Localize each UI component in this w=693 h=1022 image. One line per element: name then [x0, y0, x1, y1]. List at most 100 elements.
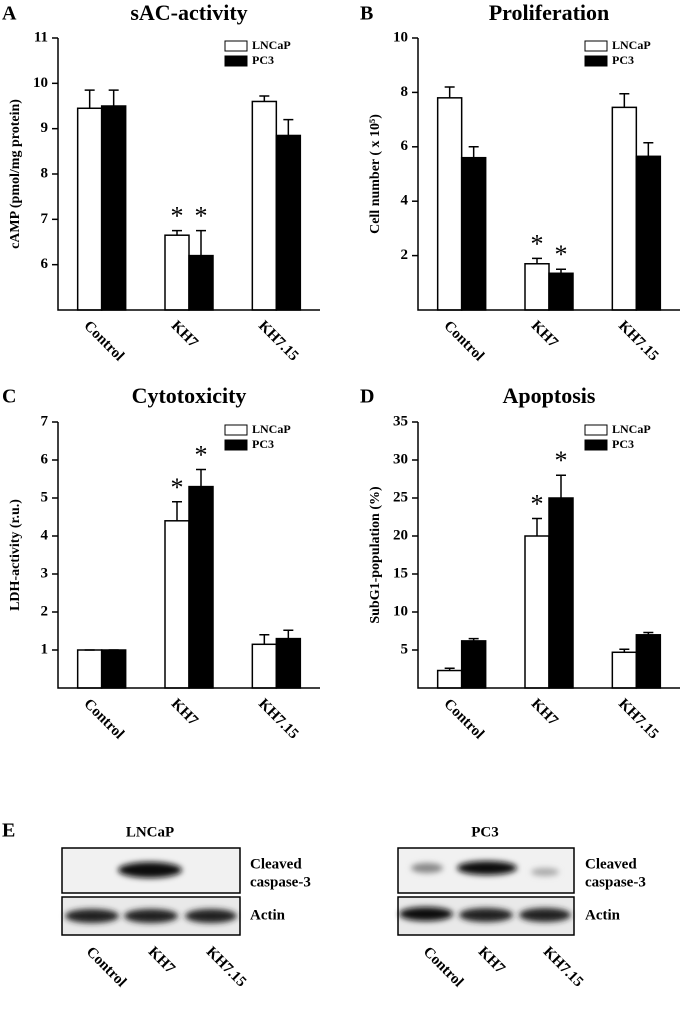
- panel-letter: E: [2, 820, 15, 842]
- chart-title: Cytotoxicity: [132, 383, 247, 408]
- bar: [611, 651, 638, 689]
- y-tick-label: 5: [41, 489, 49, 505]
- lane-label: KH7: [475, 944, 508, 977]
- chart: D Apoptosis SubG1-population (%) 5 10 15 20 25 3…: [360, 383, 680, 742]
- chart-title: sAC-activity: [130, 0, 247, 25]
- legend-label: LNCaP: [612, 422, 651, 436]
- annotation: *: [531, 489, 544, 518]
- error-bar: [619, 93, 630, 108]
- axis: [417, 422, 680, 689]
- band: [411, 863, 443, 873]
- y-tick-label: 5: [401, 641, 409, 657]
- x-tick-label: KH7: [168, 318, 201, 351]
- lane-label: KH7.15: [540, 944, 586, 990]
- y-tick-label: 3: [41, 565, 49, 581]
- x-tick-label: KH7: [528, 318, 561, 351]
- legend-label: PC3: [612, 437, 634, 451]
- bar: [635, 155, 662, 311]
- band: [457, 861, 517, 875]
- legend-swatch: [224, 40, 248, 52]
- y-tick-label: 10: [33, 75, 48, 91]
- error-bar: [619, 648, 630, 653]
- x-tick-label: Control: [440, 696, 486, 742]
- panel-letter: B: [360, 3, 373, 25]
- y-axis-label: SubG1-population (%): [368, 486, 383, 624]
- bar: [251, 100, 278, 311]
- y-tick-label: 4: [401, 193, 409, 209]
- x-tick-label: Control: [80, 318, 126, 364]
- lane-label: Control: [420, 944, 466, 990]
- error-bar: [468, 637, 479, 641]
- error-bar: [532, 517, 542, 536]
- band: [118, 862, 182, 878]
- band: [124, 909, 178, 923]
- x-tick-label: KH7.15: [255, 318, 301, 364]
- x-tick-label: Control: [80, 696, 126, 742]
- x-tick-label: KH7: [168, 696, 201, 729]
- x-tick-label: KH7.15: [255, 696, 301, 742]
- lane-label: Control: [83, 944, 129, 990]
- legend-label: LNCaP: [252, 422, 291, 436]
- legend-swatch: [224, 424, 248, 436]
- bar: [164, 234, 190, 311]
- y-tick-label: 15: [393, 565, 408, 581]
- axis: [57, 38, 320, 311]
- panel-letter: C: [2, 386, 16, 408]
- band-label: Actin: [250, 907, 286, 923]
- y-tick-label: 35: [393, 413, 408, 429]
- y-tick-label: 4: [41, 527, 49, 543]
- y-tick-label: 6: [41, 451, 49, 467]
- chart: B Proliferation Cell number ( x 10⁵) 2 4 6 8 10…: [360, 0, 680, 364]
- annotation: *: [171, 473, 184, 502]
- y-axis-label: cAMP (pmol/mg protein): [8, 99, 23, 249]
- x-tick-label: KH7: [528, 696, 561, 729]
- error-bar: [84, 89, 95, 109]
- axis: [417, 38, 680, 311]
- legend-swatch: [584, 424, 608, 436]
- error-bar: [643, 141, 654, 157]
- error-bar: [196, 229, 206, 256]
- legend-label: LNCaP: [612, 38, 651, 52]
- error-bar: [532, 257, 542, 264]
- error-bar: [556, 474, 566, 498]
- y-axis-label: LDH-activity (r.u.): [8, 499, 23, 611]
- y-tick-label: 25: [393, 489, 408, 505]
- error-bar: [468, 146, 479, 158]
- blot-panel: E LNCaP Cleaved caspase-3 Actin Control …: [2, 820, 646, 991]
- bar: [100, 649, 127, 689]
- chart-title: Proliferation: [489, 0, 610, 25]
- annotation: *: [171, 202, 184, 231]
- bar: [100, 105, 127, 311]
- legend-swatch: [224, 55, 248, 67]
- chart: C Cytotoxicity LDH-activity (r.u.) 1 2 3 4 5 6 7 C…: [2, 383, 320, 742]
- y-tick-label: 10: [393, 29, 408, 45]
- y-tick-label: 11: [34, 29, 48, 45]
- error-bar: [283, 629, 294, 639]
- error-bar: [556, 268, 566, 274]
- chart-title: Apoptosis: [503, 383, 596, 408]
- y-tick-label: 1: [41, 641, 49, 657]
- band-label: Actin: [585, 907, 621, 923]
- y-tick-label: 6: [401, 138, 409, 154]
- legend-label: LNCaP: [252, 38, 291, 52]
- legend-swatch: [224, 439, 248, 451]
- x-tick-label: KH7.15: [615, 696, 661, 742]
- y-tick-label: 6: [41, 256, 49, 272]
- lane-label: KH7.15: [203, 944, 249, 990]
- y-tick-label: 10: [393, 603, 408, 619]
- y-axis-label: Cell number ( x 10⁵): [368, 114, 383, 234]
- bar: [436, 669, 463, 689]
- legend-label: PC3: [252, 437, 274, 451]
- y-tick-label: 2: [401, 247, 409, 263]
- error-bar: [196, 468, 206, 487]
- band: [519, 908, 571, 922]
- band: [399, 907, 453, 921]
- bar: [188, 485, 214, 689]
- bar: [635, 634, 662, 689]
- bar: [548, 272, 574, 311]
- annotation: *: [555, 240, 568, 269]
- error-bar: [259, 95, 270, 102]
- error-bar: [108, 89, 119, 106]
